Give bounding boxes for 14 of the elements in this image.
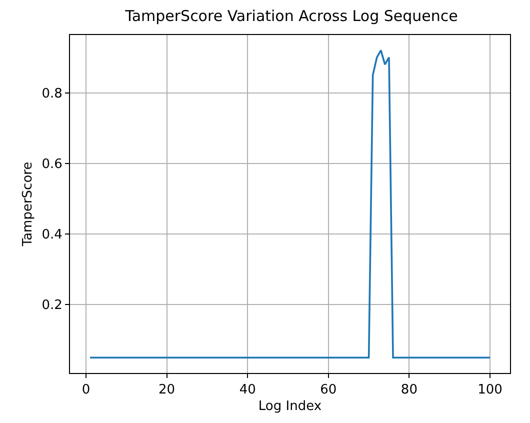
x-tick-label: 100 <box>478 382 502 398</box>
y-tick-label: 0.8 <box>42 86 62 102</box>
x-tick-label: 0 <box>82 382 90 398</box>
chart-title: TamperScore Variation Across Log Sequence <box>124 7 458 26</box>
y-tick-label: 0.6 <box>42 156 62 172</box>
x-tick-label: 40 <box>239 382 256 398</box>
line-series <box>89 49 491 359</box>
x-tick-label: 60 <box>320 382 337 398</box>
x-tick-label: 20 <box>158 382 176 398</box>
x-axis-title: Log Index <box>258 399 322 414</box>
y-axis-title: TamperScore <box>20 162 36 248</box>
y-tick-label: 0.2 <box>42 298 62 314</box>
y-tick-label: 0.4 <box>42 228 62 243</box>
x-tick-label: 80 <box>400 382 418 398</box>
